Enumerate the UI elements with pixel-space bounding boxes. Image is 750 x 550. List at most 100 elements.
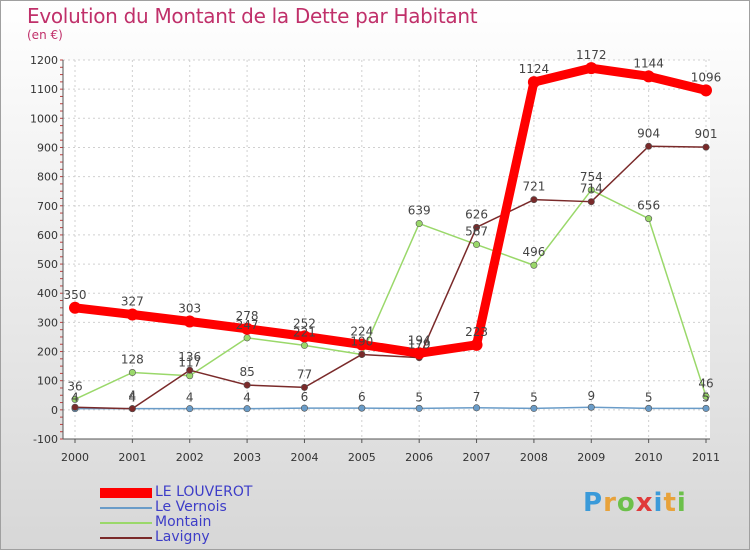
data-point (186, 405, 194, 413)
logo-letter: P (583, 488, 604, 518)
data-point (241, 322, 254, 335)
data-point (473, 404, 481, 412)
data-label: 7 (473, 390, 481, 404)
chart-title: Evolution du Montant de la Dette par Hab… (27, 4, 478, 28)
data-label: 6 (301, 390, 309, 404)
data-point (587, 186, 595, 194)
x-tick-label: 2002 (176, 451, 204, 464)
data-label: 36 (67, 379, 82, 393)
data-point (587, 403, 595, 411)
data-point (300, 341, 308, 349)
series-line-lavigny (74, 145, 707, 410)
data-point (527, 76, 540, 89)
data-point (126, 308, 139, 321)
data-label: 327 (121, 295, 144, 309)
data-label: 5 (702, 390, 710, 404)
data-point (358, 404, 366, 412)
data-point (415, 404, 423, 412)
data-point (243, 334, 251, 342)
data-label: 1096 (691, 70, 722, 84)
data-point (702, 143, 710, 151)
data-label: 77 (297, 367, 312, 381)
x-tick-label: 2011 (692, 451, 720, 464)
series-line-le-louverot (70, 63, 711, 358)
data-label: 46 (698, 376, 713, 390)
data-point (645, 404, 653, 412)
data-label: 1172 (576, 48, 607, 62)
data-point (587, 198, 595, 206)
x-tick-label: 2001 (118, 451, 146, 464)
legend-swatch (100, 537, 152, 539)
data-label: 247 (236, 318, 259, 332)
data-point (358, 350, 366, 358)
data-label: 4 (243, 391, 251, 405)
data-label: 1144 (633, 56, 664, 70)
legend-swatch (100, 507, 152, 509)
data-label: 4 (129, 391, 137, 405)
data-label: 567 (465, 225, 488, 239)
data-point (71, 403, 79, 411)
data-point (530, 261, 538, 269)
data-point (473, 241, 481, 249)
data-point (69, 301, 81, 314)
data-label: 252 (293, 316, 316, 330)
data-point (128, 369, 136, 377)
data-point (355, 338, 368, 351)
series-line-montain (74, 189, 707, 401)
data-point (413, 347, 426, 360)
x-tick-label: 2010 (635, 451, 663, 464)
data-point (702, 392, 710, 400)
legend-label: Lavigny (155, 529, 210, 545)
data-point (470, 338, 483, 351)
data-label: 136 (178, 350, 201, 364)
data-point (71, 395, 79, 403)
data-label: 1124 (519, 62, 550, 76)
x-tick-label: 2007 (463, 451, 491, 464)
data-label: 190 (350, 334, 373, 348)
logo-letter: x (635, 488, 654, 518)
legend-swatch (100, 522, 152, 524)
data-point (243, 381, 251, 389)
data-point (585, 62, 598, 75)
y-tick-label: 600 (37, 229, 58, 242)
data-label: 223 (465, 325, 488, 339)
data-label: 350 (64, 288, 87, 302)
logo-letter: r (603, 488, 617, 518)
chart-subtitle: (en €) (27, 28, 63, 42)
proxiti-logo: Proxiti (583, 488, 687, 518)
y-tick-label: 1000 (30, 112, 58, 125)
data-point (243, 405, 251, 413)
data-label: 303 (178, 302, 201, 316)
y-tick-label: 800 (37, 171, 58, 184)
y-tick-label: 400 (37, 287, 58, 300)
data-label: 721 (522, 180, 545, 194)
data-label: 4 (71, 391, 79, 405)
x-tick-label: 2009 (577, 451, 605, 464)
data-label: 901 (695, 127, 718, 141)
data-label: 221 (293, 325, 316, 339)
data-label: 639 (408, 204, 431, 218)
data-label: 656 (637, 199, 660, 213)
logo-letter: o (616, 488, 636, 518)
y-tick-label: 900 (37, 141, 58, 154)
logo-letter: t (663, 488, 677, 518)
data-label: 278 (236, 309, 259, 323)
data-point (186, 366, 194, 374)
data-label: 117 (178, 356, 201, 370)
x-tick-label: 2000 (61, 451, 89, 464)
series-line-le-vernois (74, 406, 707, 410)
x-tick-label: 2008 (520, 451, 548, 464)
data-point (183, 315, 196, 328)
data-label: 626 (465, 207, 488, 221)
data-label: 5 (415, 390, 423, 404)
data-label: 85 (239, 365, 254, 379)
y-tick-label: 300 (37, 316, 58, 329)
data-point (300, 383, 308, 391)
data-label: 194 (408, 333, 431, 347)
data-point (645, 215, 653, 223)
data-label: 4 (186, 391, 194, 405)
data-point (298, 330, 311, 343)
data-label: 9 (587, 389, 595, 403)
logo-letter: i (676, 488, 687, 518)
data-label: 904 (637, 126, 660, 140)
